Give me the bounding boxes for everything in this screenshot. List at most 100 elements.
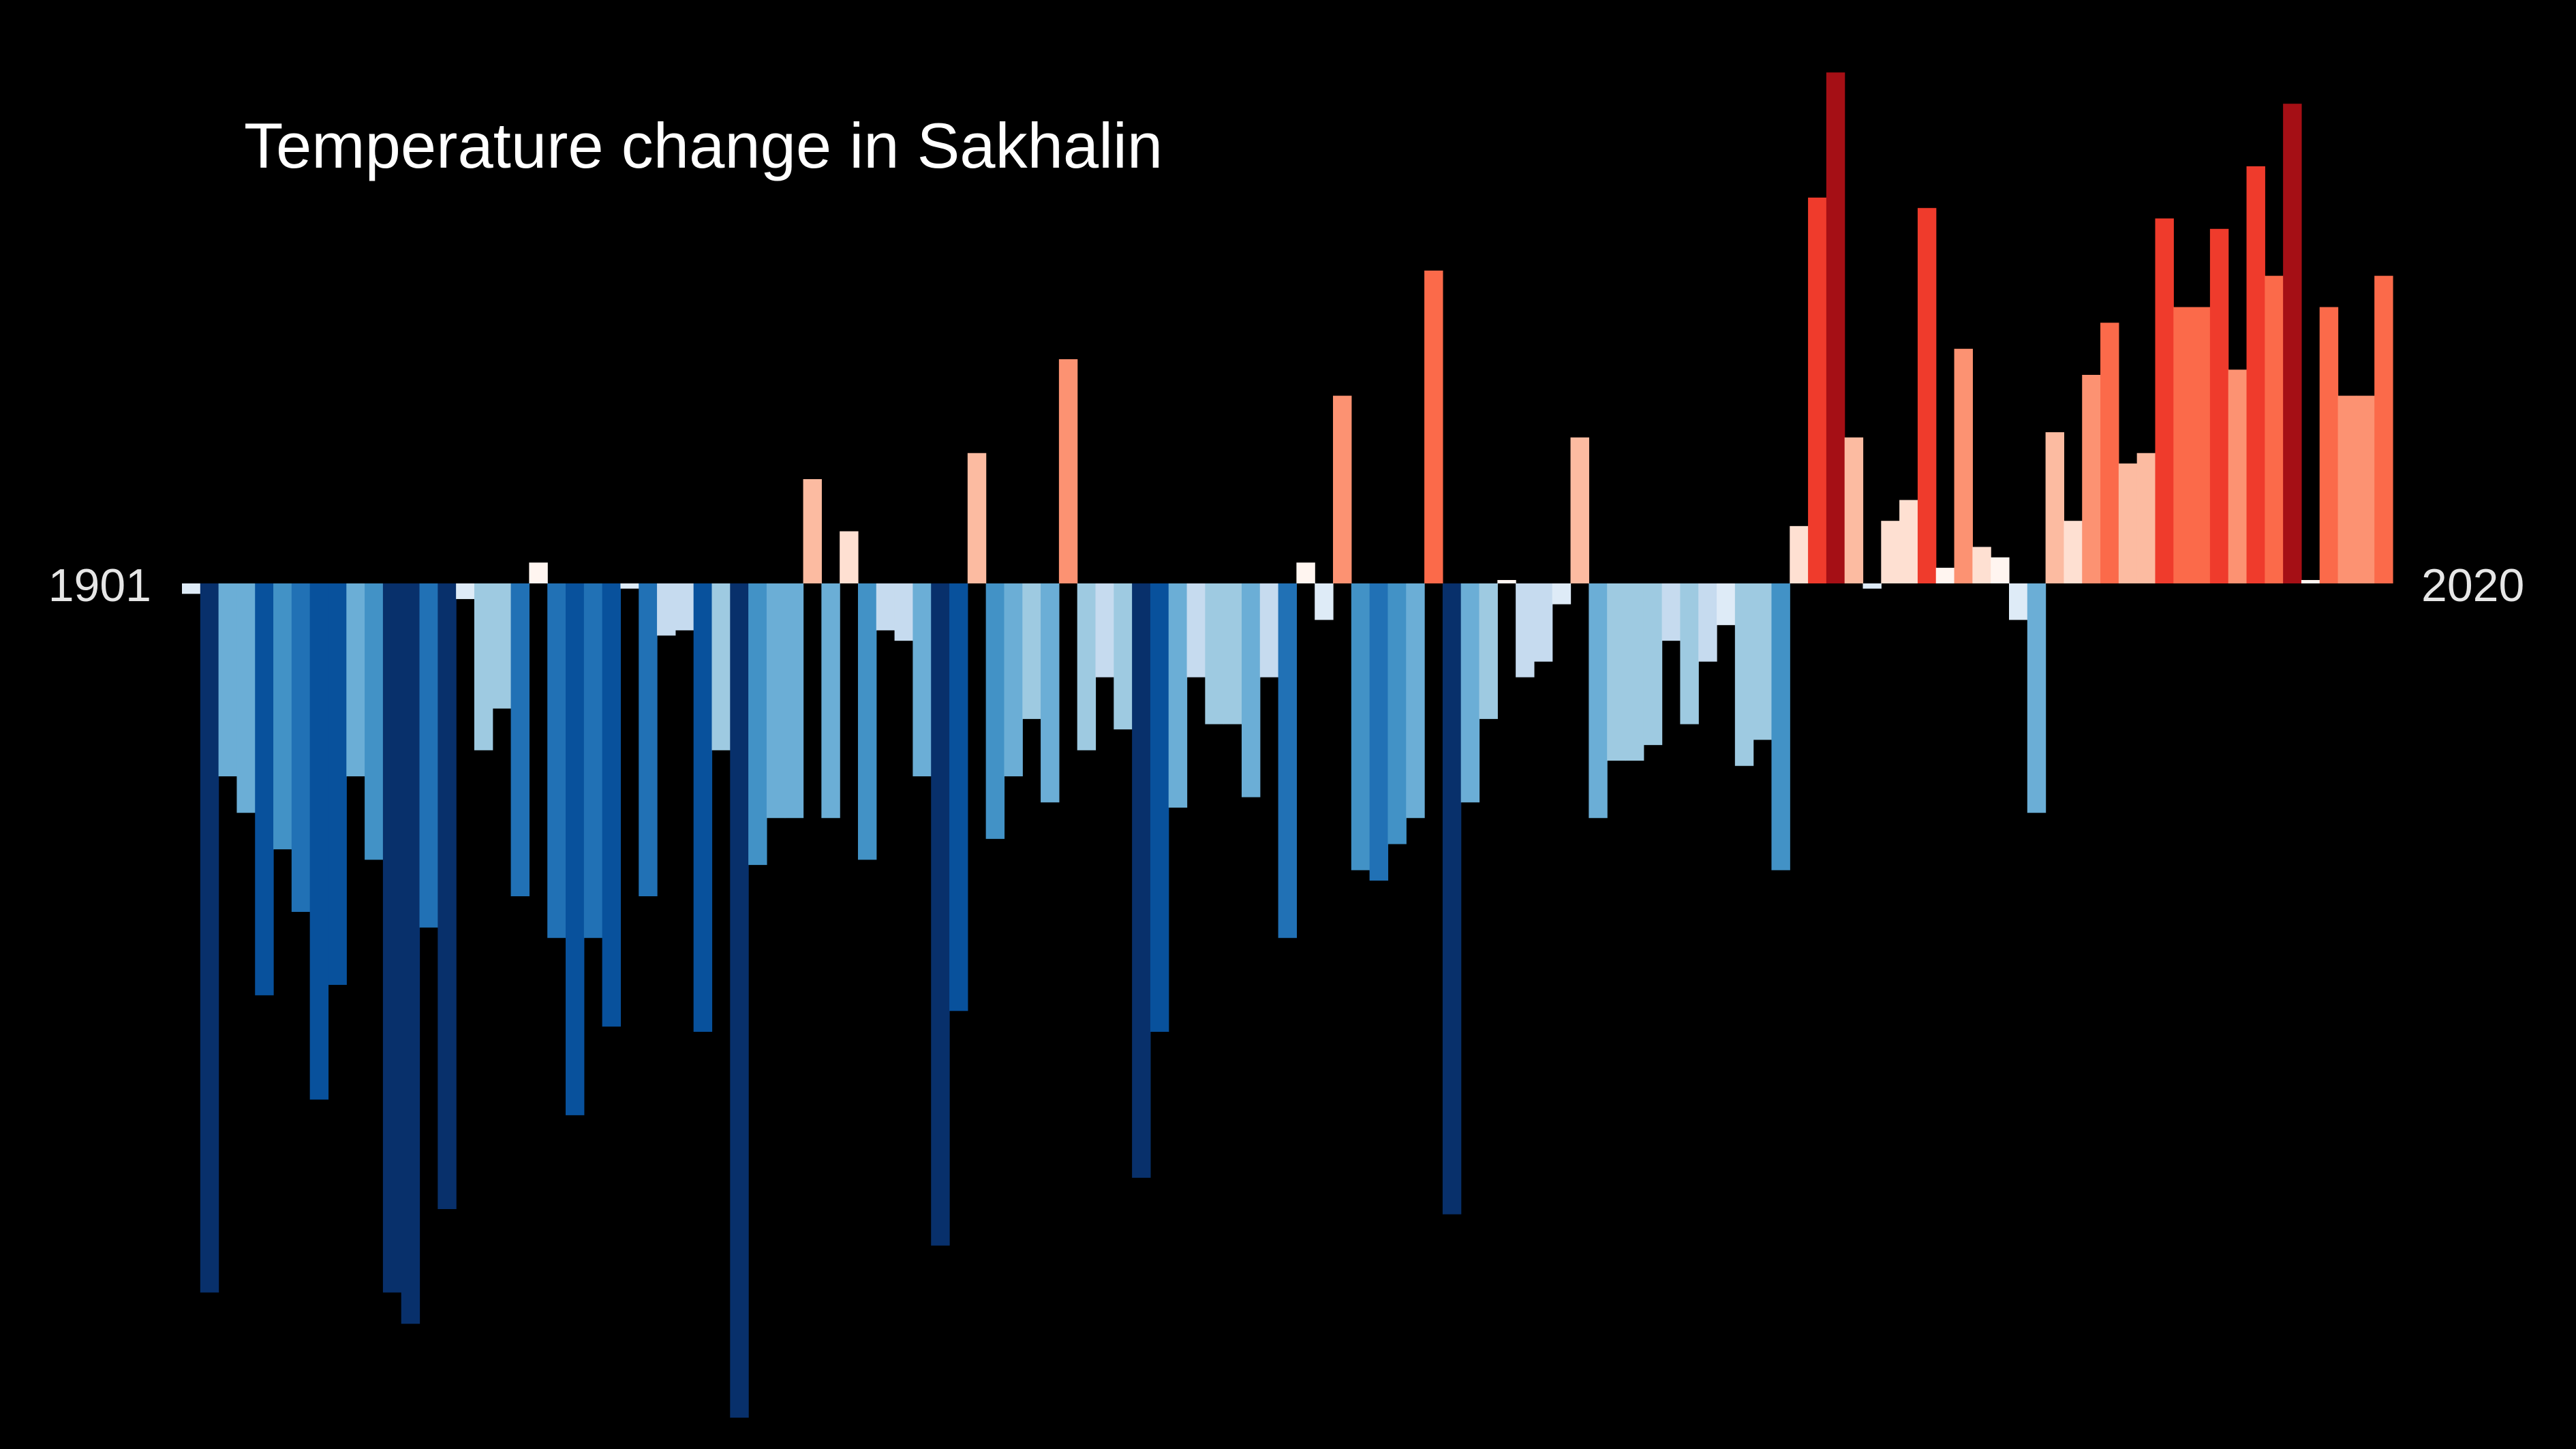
bar-1966 xyxy=(1369,583,1389,881)
bar-1984 xyxy=(1698,583,1717,662)
bar-1909 xyxy=(328,583,347,986)
bar-1903 xyxy=(218,583,238,777)
bar-1986 xyxy=(1734,583,1754,766)
bar-1927 xyxy=(657,583,676,636)
bar-1932 xyxy=(748,583,767,866)
bar-1938 xyxy=(857,583,877,860)
bar-1907 xyxy=(291,583,311,912)
bar-1933 xyxy=(766,583,786,819)
bar-1912 xyxy=(382,583,402,1293)
bar-1980 xyxy=(1625,583,1644,761)
bar-1923 xyxy=(583,583,603,939)
bar-1930 xyxy=(711,583,731,750)
bar-1973 xyxy=(1497,580,1516,583)
bar-1979 xyxy=(1607,583,1626,761)
bar-1906 xyxy=(273,583,292,850)
bar-1935 xyxy=(803,479,822,583)
bar-1922 xyxy=(566,583,585,1116)
bar-1941 xyxy=(913,583,932,777)
bar-1960 xyxy=(1259,583,1279,677)
bar-1956 xyxy=(1186,583,1206,677)
bar-2016 xyxy=(2283,104,2302,583)
bar-1970 xyxy=(1442,583,1462,1215)
x-end-label: 2020 xyxy=(2421,560,2524,611)
bar-1953 xyxy=(1132,583,1151,1178)
bar-2008 xyxy=(2136,453,2156,583)
bar-2019 xyxy=(2337,395,2357,583)
bar-1915 xyxy=(438,583,457,1209)
bar-2011 xyxy=(2192,307,2211,583)
bars-group xyxy=(182,72,2393,1418)
bar-2018 xyxy=(2319,307,2339,583)
bar-1997 xyxy=(1935,568,1955,583)
bar-1977 xyxy=(1570,437,1589,583)
bar-1983 xyxy=(1680,583,1699,724)
bar-1996 xyxy=(1917,208,1937,583)
bar-1916 xyxy=(456,583,475,599)
bar-1994 xyxy=(1881,521,1900,583)
bar-1939 xyxy=(876,583,895,630)
bar-1944 xyxy=(967,453,987,583)
bar-1920 xyxy=(529,562,548,583)
bar-1985 xyxy=(1717,583,1736,626)
bar-1913 xyxy=(401,583,420,1324)
bar-2017 xyxy=(2301,580,2320,583)
bar-1929 xyxy=(693,583,713,1032)
bar-1972 xyxy=(1479,583,1498,719)
bar-1969 xyxy=(1424,271,1443,583)
bar-1976 xyxy=(1552,583,1571,605)
bar-2007 xyxy=(2118,463,2138,583)
chart-title: Temperature change in Sakhalin xyxy=(244,110,1163,181)
bar-1989 xyxy=(1790,525,1809,583)
bar-1982 xyxy=(1661,583,1681,641)
bar-1990 xyxy=(1808,197,1827,583)
bar-1963 xyxy=(1315,583,1334,620)
bar-1928 xyxy=(675,583,694,630)
bar-2010 xyxy=(2173,307,2192,583)
bar-1936 xyxy=(821,583,840,819)
bar-2013 xyxy=(2228,369,2248,583)
bar-2003 xyxy=(2045,432,2065,583)
x-start-label: 1901 xyxy=(48,560,151,611)
bar-2009 xyxy=(2155,218,2174,583)
bar-2005 xyxy=(2082,375,2101,583)
bar-1995 xyxy=(1899,500,1918,583)
bar-1911 xyxy=(365,583,384,860)
bar-1919 xyxy=(510,583,530,896)
bar-1905 xyxy=(255,583,274,996)
bar-1962 xyxy=(1296,562,1315,583)
bar-1964 xyxy=(1333,395,1352,583)
bar-1948 xyxy=(1041,583,1060,803)
bar-2015 xyxy=(2265,275,2284,583)
bar-1918 xyxy=(492,583,512,709)
bar-1902 xyxy=(200,583,219,1293)
bar-1993 xyxy=(1862,583,1882,589)
bar-1931 xyxy=(730,583,749,1418)
bar-1967 xyxy=(1387,583,1407,844)
bar-2002 xyxy=(2027,583,2046,813)
bar-1943 xyxy=(949,583,968,1011)
bar-1908 xyxy=(309,583,329,1100)
bar-1914 xyxy=(419,583,438,928)
bar-2014 xyxy=(2246,166,2265,583)
bar-1958 xyxy=(1223,583,1242,724)
bar-1991 xyxy=(1826,72,1845,584)
bar-1959 xyxy=(1241,583,1261,797)
bar-2006 xyxy=(2100,322,2119,583)
bar-1955 xyxy=(1168,583,1188,808)
bar-1961 xyxy=(1278,583,1298,939)
bar-1981 xyxy=(1643,583,1663,746)
bar-2020 xyxy=(2356,395,2375,583)
bar-2012 xyxy=(2209,228,2229,583)
bar-1925 xyxy=(620,583,639,589)
bar-2001 xyxy=(2008,583,2028,620)
bar-1992 xyxy=(1844,437,1864,583)
bar-1952 xyxy=(1114,583,1133,730)
bar-1940 xyxy=(894,583,913,641)
bar-1926 xyxy=(639,583,658,896)
bar-1987 xyxy=(1753,583,1773,740)
bar-2004 xyxy=(2064,521,2083,583)
bar-1921 xyxy=(547,583,566,939)
bar-1942 xyxy=(931,583,950,1246)
